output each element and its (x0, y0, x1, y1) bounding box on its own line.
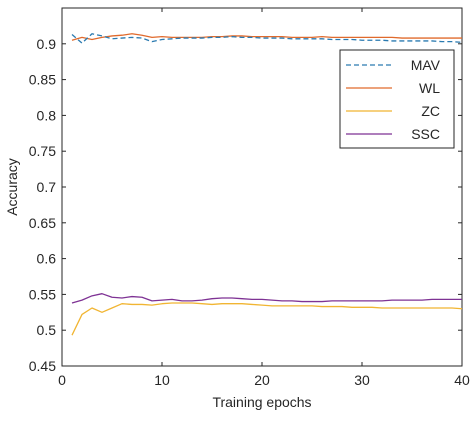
legend-label-mav: MAV (411, 57, 441, 73)
y-tick-label: 0.9 (37, 36, 57, 52)
series-line-ssc (71, 293, 462, 304)
legend: MAV WL ZC SSC (339, 49, 455, 149)
legend-label-ssc: SSC (411, 126, 440, 142)
legend-label-wl: WL (419, 80, 440, 96)
x-tick-label: 20 (254, 372, 270, 388)
x-tick-label: 10 (154, 372, 170, 388)
x-tick-label: 40 (454, 372, 470, 388)
legend-box (339, 49, 455, 149)
y-tick-label: 0.85 (29, 72, 56, 88)
series-line-mav (71, 33, 463, 44)
y-tick-label: 0.5 (37, 322, 57, 338)
x-tick-label: 30 (354, 372, 370, 388)
x-tick-label: 0 (58, 372, 66, 388)
tick-layer: 0 10 20 30 40 0.45 0.5 0.55 0.6 0.65 0.7 0.75 0.8 0.8… (29, 8, 470, 388)
y-tick-label: 0.7 (37, 179, 57, 195)
y-tick-label: 0.6 (37, 251, 57, 267)
y-tick-label: 0.55 (29, 286, 56, 302)
y-tick-label: 0.45 (29, 358, 56, 374)
series-line-wl (71, 33, 462, 41)
series-layer (71, 33, 463, 336)
series-line-zc (71, 302, 463, 336)
y-tick-label: 0.65 (29, 215, 56, 231)
y-axis-label: Accuracy (4, 158, 20, 216)
x-axis-label: Training epochs (212, 394, 311, 410)
y-tick-label: 0.8 (37, 107, 57, 123)
legend-label-zc: ZC (421, 103, 440, 119)
y-tick-label: 0.75 (29, 143, 56, 159)
